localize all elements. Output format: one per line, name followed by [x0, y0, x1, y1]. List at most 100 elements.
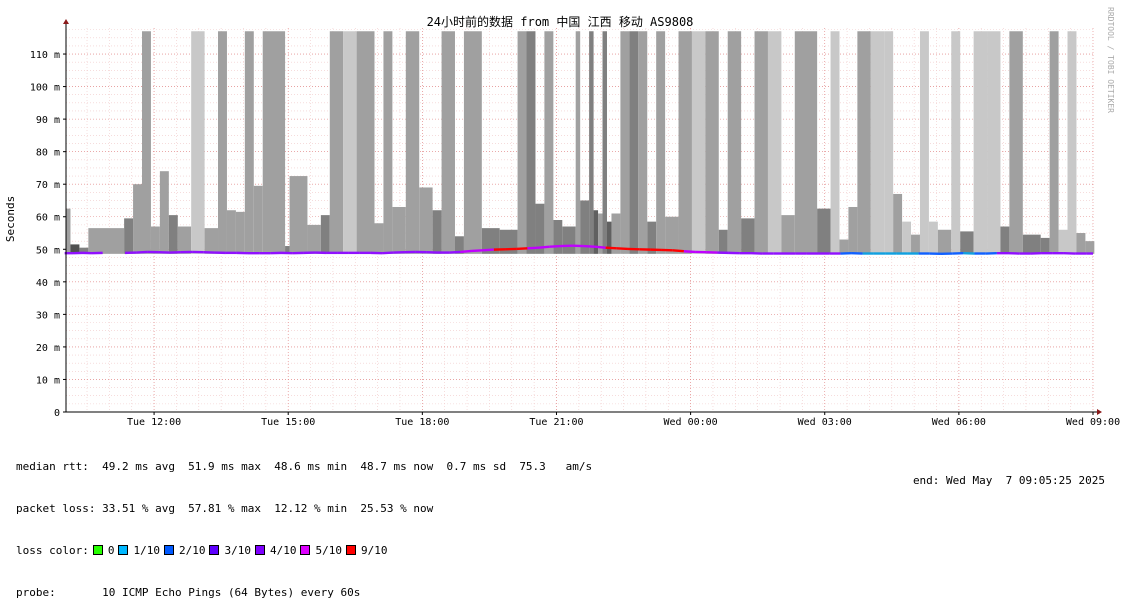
smoke-column — [124, 218, 133, 253]
legend: median rtt: 49.2 ms avg 51.9 ms max 48.6… — [16, 432, 592, 614]
y-tick-label: 90 m — [36, 115, 60, 126]
smoke-column — [375, 223, 384, 254]
smoke-column — [893, 194, 902, 254]
median-rtt-segment — [583, 246, 594, 247]
median-rtt-segment — [539, 247, 550, 248]
smoke-column — [307, 225, 320, 254]
smoke-column — [656, 31, 665, 254]
x-tick-label: Tue 12:00 — [127, 417, 181, 428]
smoke-column — [254, 186, 263, 254]
smoke-column — [357, 31, 375, 254]
x-tick-label: Wed 03:00 — [798, 417, 852, 428]
smoke-columns — [66, 31, 1094, 254]
loss-color-swatch — [209, 545, 219, 555]
smoke-column — [741, 218, 754, 253]
smoke-column — [245, 31, 254, 254]
y-axis-arrow — [63, 19, 69, 24]
smoke-column — [951, 31, 960, 254]
smoke-column — [142, 31, 151, 254]
rrdtool-watermark: RRDTOOL / TOBI OETIKER — [1106, 7, 1115, 113]
smoke-column — [728, 31, 741, 254]
smoke-column — [692, 31, 705, 254]
y-tick-label: 60 m — [36, 213, 60, 224]
smoke-column — [330, 31, 343, 254]
smoke-column — [768, 31, 781, 254]
smokeping-chart: 010 m20 m30 m40 m50 m60 m70 m80 m90 m100… — [0, 0, 1121, 432]
y-tick-label: 70 m — [36, 180, 60, 191]
smoke-column — [848, 207, 857, 254]
smoke-column — [218, 31, 227, 254]
smoke-column — [1050, 31, 1059, 254]
loss-color-swatch-label: 4/10 — [270, 544, 297, 557]
smoke-column — [66, 209, 70, 254]
smoke-column — [1076, 233, 1085, 254]
y-tick-label: 0 — [54, 408, 60, 419]
loss-color-swatch-label: 0 — [108, 544, 115, 557]
smoke-column — [1023, 235, 1041, 254]
smoke-column — [1041, 238, 1050, 254]
smoke-column — [603, 31, 607, 254]
smoke-column — [938, 230, 951, 254]
smoke-column — [562, 227, 575, 254]
smoke-column — [638, 31, 647, 254]
smoke-column — [884, 31, 893, 254]
loss-color-swatch — [93, 545, 103, 555]
probe-info: probe: 10 ICMP Echo Pings (64 Bytes) eve… — [16, 586, 592, 600]
y-tick-label: 10 m — [36, 375, 60, 386]
smoke-column — [831, 31, 840, 254]
smoke-column — [343, 31, 356, 254]
smoke-column — [544, 31, 553, 254]
smoke-column — [464, 31, 482, 254]
median-rtt-segment — [516, 248, 527, 249]
probe-label: probe: — [16, 586, 56, 599]
smoke-column — [620, 31, 629, 254]
x-tick-label: Wed 00:00 — [664, 417, 718, 428]
smoke-column — [817, 209, 830, 254]
smoke-column — [178, 227, 191, 254]
median-rtt-segment — [606, 248, 617, 249]
smoke-column — [755, 31, 768, 254]
smoke-column — [987, 31, 1000, 254]
loss-color-swatch — [118, 545, 128, 555]
loss-color-swatch — [346, 545, 356, 555]
smoke-column — [392, 207, 405, 254]
smoke-column — [576, 31, 580, 254]
smoke-column — [433, 210, 442, 254]
smoke-column — [227, 210, 236, 254]
smoke-column — [263, 31, 285, 254]
smoke-column — [629, 31, 638, 254]
smoke-column — [419, 187, 432, 253]
median-rtt-segment — [382, 253, 393, 254]
median-rtt-stats: median rtt: 49.2 ms avg 51.9 ms max 48.6… — [16, 460, 592, 474]
median-rtt-segment — [483, 250, 494, 251]
median-rtt-segment — [684, 251, 695, 252]
smoke-column — [442, 31, 455, 254]
smoke-column — [1009, 31, 1022, 254]
smoke-column — [1059, 230, 1068, 254]
median-rtt-segment — [550, 246, 561, 247]
chart-title: 24小时前的数据 from 中国 江西 移动 AS9808 — [427, 14, 694, 29]
y-tick-label: 110 m — [30, 50, 60, 61]
loss-color-swatch-label: 9/10 — [361, 544, 388, 557]
smoke-column — [929, 222, 938, 254]
y-tick-label: 20 m — [36, 343, 60, 354]
smoke-column — [553, 220, 562, 254]
smoke-column — [781, 215, 794, 254]
smoke-column — [133, 184, 142, 254]
loss-color-swatch — [255, 545, 265, 555]
y-axis-label: Seconds — [4, 196, 17, 242]
smoke-column — [160, 171, 169, 254]
smoke-column — [383, 31, 392, 254]
loss-color-swatch — [300, 545, 310, 555]
smoke-column — [795, 31, 817, 254]
loss-color-swatch-label: 3/10 — [224, 544, 251, 557]
smoke-column — [151, 227, 160, 254]
smoke-column — [321, 215, 330, 254]
probe-value: 10 ICMP Echo Pings (64 Bytes) every 60s — [102, 586, 360, 599]
x-tick-label: Wed 09:00 — [1066, 417, 1120, 428]
smoke-column — [974, 31, 987, 254]
smoke-column — [871, 31, 884, 254]
smoke-column — [911, 235, 920, 254]
